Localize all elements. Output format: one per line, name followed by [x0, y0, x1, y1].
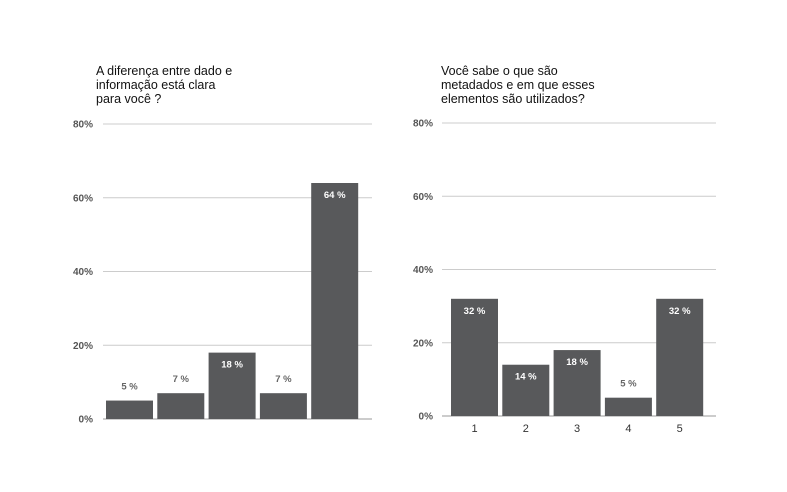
y-tick-label: 60% [73, 193, 93, 204]
data-label: 64 % [324, 190, 346, 201]
data-label: 18 % [566, 357, 588, 368]
bar [451, 298, 498, 416]
data-label: 7 % [173, 374, 190, 385]
data-label: 14 % [515, 372, 537, 383]
y-tick-label: 40% [413, 265, 433, 276]
data-label: 5 % [121, 382, 138, 393]
y-tick-label: 20% [413, 338, 433, 349]
bar-chart-svg: 0% 20% 40% 60% 80% 32 % 1 14 % 2 18 % 3 5 % 4 32 % 5 [413, 119, 716, 435]
chart-title: Você sabe o que são metadados e em que e… [441, 64, 595, 106]
y-tick-label: 0% [419, 412, 434, 423]
y-tick-label: 20% [73, 341, 93, 352]
bar [502, 364, 550, 416]
bar [106, 400, 153, 419]
bar [656, 298, 704, 416]
y-tick-label: 0% [79, 415, 94, 426]
data-label: 5 % [620, 379, 637, 390]
bar [259, 393, 307, 419]
x-tick-label: 3 [574, 423, 580, 435]
y-tick-label: 60% [413, 192, 433, 203]
x-tick-label: 2 [523, 423, 529, 435]
bar-chart-svg: 0% 20% 40% 60% 80% 5 % 7 % 18 % 7 % 64 % [73, 120, 372, 426]
bar [604, 397, 652, 416]
data-label: 32 % [464, 306, 486, 317]
data-label: 18 % [221, 360, 243, 371]
bar [208, 352, 256, 419]
y-tick-label: 40% [73, 267, 93, 278]
x-tick-label: 5 [677, 423, 683, 435]
x-tick-label: 1 [471, 423, 477, 435]
y-tick-label: 80% [73, 120, 93, 131]
bar [157, 393, 205, 419]
chart-title: A diferença entre dado e informação está… [96, 64, 233, 106]
data-label: 7 % [275, 374, 292, 385]
bar [553, 350, 601, 416]
x-tick-label: 4 [625, 423, 631, 435]
y-tick-label: 80% [413, 119, 433, 130]
bar [311, 183, 359, 419]
chart-diferenca-dado-informacao: A diferença entre dado e informação está… [0, 0, 393, 492]
chart-metadados: Você sabe o que são metadados e em que e… [394, 0, 787, 492]
data-label: 32 % [669, 306, 691, 317]
